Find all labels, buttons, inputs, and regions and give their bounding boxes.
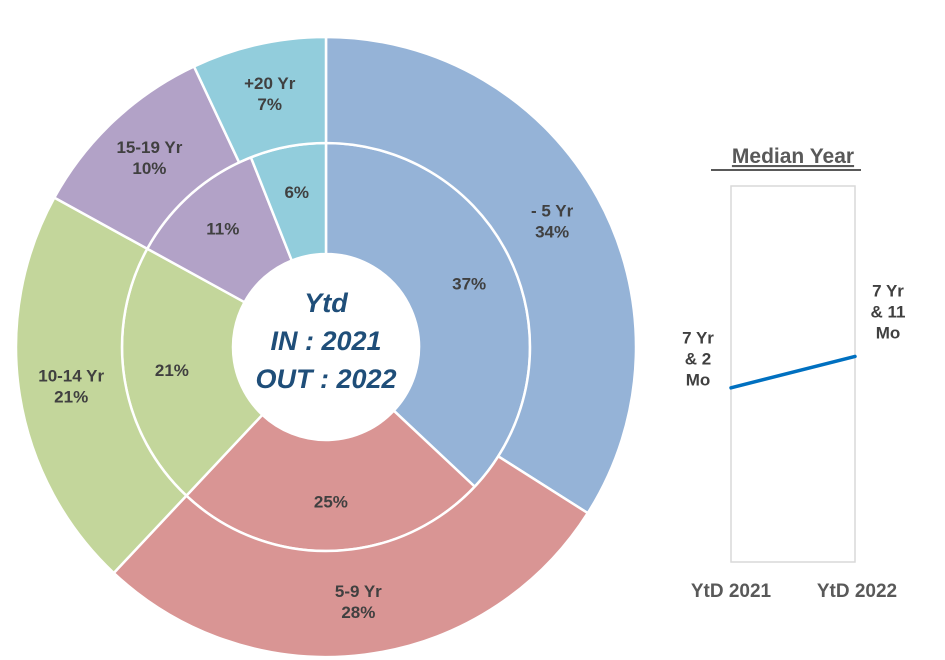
median-label-2021: 7 Yr & 2 Mo <box>682 328 714 389</box>
inner-slice-label-2: 21% <box>155 361 189 380</box>
outer-slice-label-1: 5-9 Yr 28% <box>335 582 382 622</box>
x-tick-label-0: YtD 2021 <box>691 581 772 602</box>
median-line <box>729 354 857 390</box>
inner-slice-label-1: 25% <box>314 492 348 511</box>
outer-slice-1 <box>112 454 590 659</box>
inner-slice-label-4: 6% <box>284 183 309 202</box>
outer-slice-label-2: 10-14 Yr 21% <box>38 366 104 406</box>
center-text-line: Ytd <box>304 288 348 318</box>
outer-slice-2 <box>14 195 189 575</box>
center-text-line: OUT : 2022 <box>255 364 396 394</box>
outer-slice-label-3: 15-19 Yr 10% <box>116 138 182 178</box>
outer-slice-label-4: +20 Yr 7% <box>244 74 296 114</box>
center-text-line: IN : 2021 <box>270 326 381 356</box>
outer-slice-0 <box>324 35 638 515</box>
median-chart-title: Median Year <box>732 145 854 168</box>
plot-area <box>730 185 856 563</box>
inner-slice-label-3: 11% <box>206 219 239 238</box>
outer-slice-4 <box>192 35 328 165</box>
median-label-2022: 7 Yr & 11 Mo <box>871 281 906 342</box>
donut-center-label: Ytd IN : 2021 OUT : 2022 <box>255 288 396 394</box>
outer-slice-label-0: - 5 Yr 34% <box>531 202 574 242</box>
inner-slice-label-0: 37% <box>452 275 486 294</box>
x-tick-label-1: YtD 2022 <box>817 581 897 602</box>
